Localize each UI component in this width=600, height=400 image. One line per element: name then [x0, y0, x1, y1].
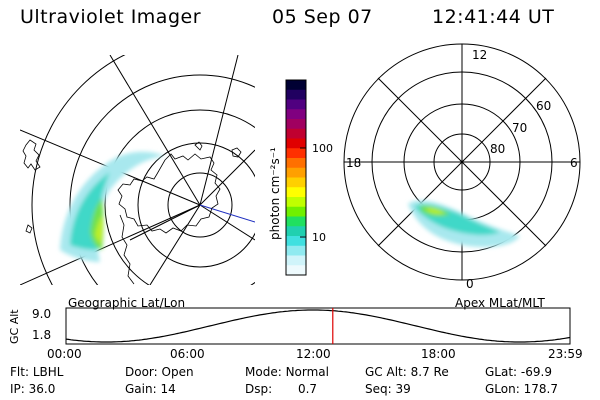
coastline	[25, 224, 33, 234]
info-glat-value: -69.9	[520, 365, 552, 379]
info-glon: GLon: 178.7	[485, 382, 558, 396]
info-glat: GLat: -69.9	[485, 365, 552, 379]
coastline	[117, 153, 221, 234]
altitude-xtick: 06:00	[170, 347, 205, 361]
mlt-label-bottom: 0	[466, 277, 474, 291]
mlat-label-70: 70	[512, 121, 527, 135]
colorbar-cell	[286, 119, 306, 130]
altitude-ytick-high: 9.0	[32, 307, 51, 321]
geo-lat-circle	[31, 55, 126, 285]
info-door-value: Open	[161, 365, 194, 379]
colorbar-cell	[286, 158, 306, 169]
info-ip: IP: 36.0	[10, 382, 56, 396]
altitude-ytick-low: 1.8	[32, 328, 51, 342]
info-seq-value: 39	[395, 382, 411, 396]
geo-meridian	[199, 55, 239, 206]
observation-time: 12:41:44 UT	[432, 6, 555, 28]
mlt-diagonal	[377, 77, 547, 247]
colorbar-cell	[286, 128, 306, 139]
colorbar-cell	[286, 109, 306, 120]
colorbar-cell	[286, 148, 306, 159]
info-seq: Seq: 39	[365, 382, 411, 396]
mlt-label-left: 18	[346, 156, 361, 170]
info-gc-alt-value: 8.7 Re	[410, 365, 449, 379]
geo-lat-circle	[104, 109, 255, 285]
info-gain: Gain: 14	[125, 382, 176, 396]
info-flt-value: LBHL	[32, 365, 64, 379]
altitude-xtick: 23:59	[548, 347, 583, 361]
colorbar-unit-label: photon cm⁻²s⁻¹	[268, 147, 282, 240]
mlt-label-right: 6	[570, 156, 578, 170]
info-flt: Flt: LBHL	[10, 365, 64, 379]
instrument-title: Ultraviolet Imager	[20, 6, 202, 28]
altitude-ylabel: GC Alt	[8, 309, 21, 344]
colorbar-tick-100: 100	[312, 142, 333, 155]
geo-meridian	[20, 204, 201, 285]
coastline	[231, 147, 242, 158]
info-gc-alt: GC Alt: 8.7 Re	[365, 365, 449, 379]
altitude-plot-frame	[65, 307, 571, 345]
colorbar-cell	[286, 226, 306, 237]
geo-aurora	[60, 151, 165, 262]
colorbar-cell	[286, 216, 306, 227]
info-mode: Mode: Normal	[245, 365, 329, 379]
geo-lat-circle	[167, 172, 233, 238]
geo-meridian	[109, 55, 201, 206]
colorbar-cell	[286, 197, 306, 208]
observation-date: 05 Sep 07	[272, 6, 373, 28]
info-dsp: Dsp: 0.7	[245, 382, 318, 396]
colorbar-cell	[286, 255, 306, 266]
altitude-xtick: 12:00	[296, 347, 331, 361]
colorbar-cell	[286, 236, 306, 247]
geo-meridian	[129, 204, 201, 241]
info-ip-value: 36.0	[28, 382, 56, 396]
mlat-label-80: 80	[490, 142, 505, 156]
geo-blue-line	[199, 204, 255, 223]
colorbar-tick-10: 10	[312, 231, 326, 244]
info-door: Door: Open	[125, 365, 194, 379]
colorbar-cell	[286, 89, 306, 100]
colorbar-cell	[286, 187, 306, 198]
mlat-label-60: 60	[536, 99, 551, 113]
altitude-curve	[65, 309, 571, 343]
info-glon-value: 178.7	[523, 382, 558, 396]
colorbar-cell	[286, 80, 306, 91]
colorbar-cell	[286, 138, 306, 149]
colorbar-cell	[286, 265, 306, 276]
info-mode-value: Normal	[285, 365, 329, 379]
mlt-label-top: 12	[472, 48, 487, 62]
altitude-xtick: 18:00	[421, 347, 456, 361]
info-gain-value: 14	[160, 382, 176, 396]
geo-map-label: Geographic Lat/Lon	[68, 296, 186, 310]
geo-meridian	[199, 204, 255, 241]
colorbar-frame	[285, 79, 307, 276]
info-dsp-value: 0.7	[297, 382, 318, 396]
colorbar-cell	[286, 177, 306, 188]
colorbar-cell	[286, 167, 306, 178]
geo-meridian	[199, 149, 255, 206]
polar-map-label: Apex MLat/MLT	[455, 296, 545, 310]
polar-aurora	[408, 200, 520, 248]
geo-meridian	[149, 204, 201, 285]
coastline	[119, 214, 135, 285]
geo-lat-circle	[69, 74, 255, 285]
colorbar-cell	[286, 245, 306, 256]
altitude-xtick: 00:00	[47, 347, 82, 361]
coastline	[22, 139, 41, 171]
coastline	[194, 141, 203, 151]
colorbar-cell	[286, 99, 306, 110]
colorbar-cell	[286, 206, 306, 217]
